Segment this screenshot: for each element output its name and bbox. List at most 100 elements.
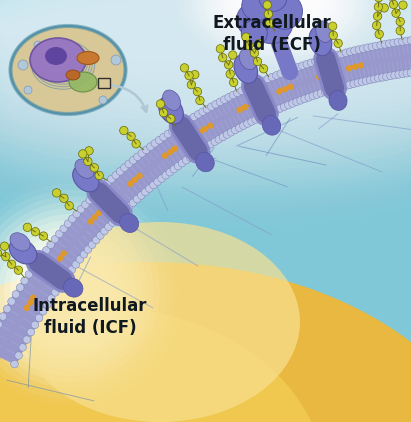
Text: Extracellular
fluid (ECF): Extracellular fluid (ECF) [212,14,331,54]
Circle shape [247,83,254,90]
Ellipse shape [64,279,83,297]
Circle shape [18,60,28,70]
Circle shape [392,9,400,17]
Circle shape [187,81,196,89]
Circle shape [407,69,411,76]
Ellipse shape [34,256,106,328]
Circle shape [196,96,204,105]
Circle shape [202,126,208,132]
Ellipse shape [0,0,411,72]
Ellipse shape [264,0,296,12]
Circle shape [44,301,51,308]
Circle shape [23,305,30,311]
Circle shape [312,57,319,65]
Circle shape [394,38,402,46]
Circle shape [86,196,93,204]
Circle shape [328,22,337,30]
Circle shape [8,298,15,305]
Circle shape [178,160,186,167]
Ellipse shape [266,0,302,30]
Circle shape [240,122,247,130]
Ellipse shape [180,0,380,65]
Circle shape [21,277,28,284]
Circle shape [372,22,381,30]
Circle shape [328,70,334,77]
Circle shape [79,150,87,158]
Circle shape [364,44,372,51]
Circle shape [212,100,219,108]
Circle shape [358,62,364,69]
Circle shape [129,157,137,164]
Circle shape [95,188,102,195]
Circle shape [99,96,107,104]
Circle shape [268,73,276,81]
Ellipse shape [0,30,411,150]
Ellipse shape [0,48,411,168]
Ellipse shape [241,20,267,46]
Circle shape [268,108,276,116]
Ellipse shape [0,0,411,60]
Circle shape [95,171,104,180]
Circle shape [51,289,59,296]
Circle shape [403,70,411,77]
Circle shape [245,41,253,50]
Circle shape [354,79,362,87]
Circle shape [194,148,202,156]
Ellipse shape [0,184,178,400]
Ellipse shape [0,196,166,388]
Circle shape [396,17,404,26]
Circle shape [60,225,67,233]
Circle shape [208,103,215,111]
Circle shape [199,146,206,153]
Circle shape [395,70,402,78]
Circle shape [109,219,116,226]
Circle shape [309,92,316,100]
Circle shape [350,80,358,87]
Circle shape [305,94,312,101]
Ellipse shape [0,0,411,87]
Circle shape [88,241,96,249]
Circle shape [299,62,306,70]
Circle shape [34,258,42,266]
Circle shape [260,77,267,85]
Circle shape [160,133,167,141]
Circle shape [251,81,259,89]
Circle shape [346,48,354,55]
Circle shape [112,171,120,179]
Ellipse shape [0,0,411,75]
Circle shape [147,143,154,151]
Circle shape [108,176,115,183]
Circle shape [277,70,284,78]
Circle shape [38,252,46,260]
Ellipse shape [200,0,360,52]
Ellipse shape [159,96,183,124]
Ellipse shape [249,0,293,43]
Circle shape [193,87,201,96]
Circle shape [34,41,42,49]
Circle shape [284,101,292,109]
Circle shape [383,73,390,81]
Circle shape [329,52,337,60]
Circle shape [252,116,259,123]
Ellipse shape [224,0,336,37]
Circle shape [334,84,341,92]
Circle shape [132,140,140,148]
Circle shape [377,41,384,49]
Circle shape [207,141,215,148]
Circle shape [236,107,243,113]
Ellipse shape [0,307,325,422]
Circle shape [317,89,325,97]
Circle shape [77,206,85,213]
Ellipse shape [69,72,97,92]
Circle shape [155,136,163,144]
Ellipse shape [252,0,308,19]
Circle shape [154,178,162,186]
Circle shape [72,261,80,268]
Ellipse shape [309,26,332,56]
Ellipse shape [204,0,356,49]
Circle shape [85,146,93,155]
Ellipse shape [0,190,172,394]
Ellipse shape [45,47,67,65]
Circle shape [203,106,211,113]
Circle shape [47,241,54,249]
